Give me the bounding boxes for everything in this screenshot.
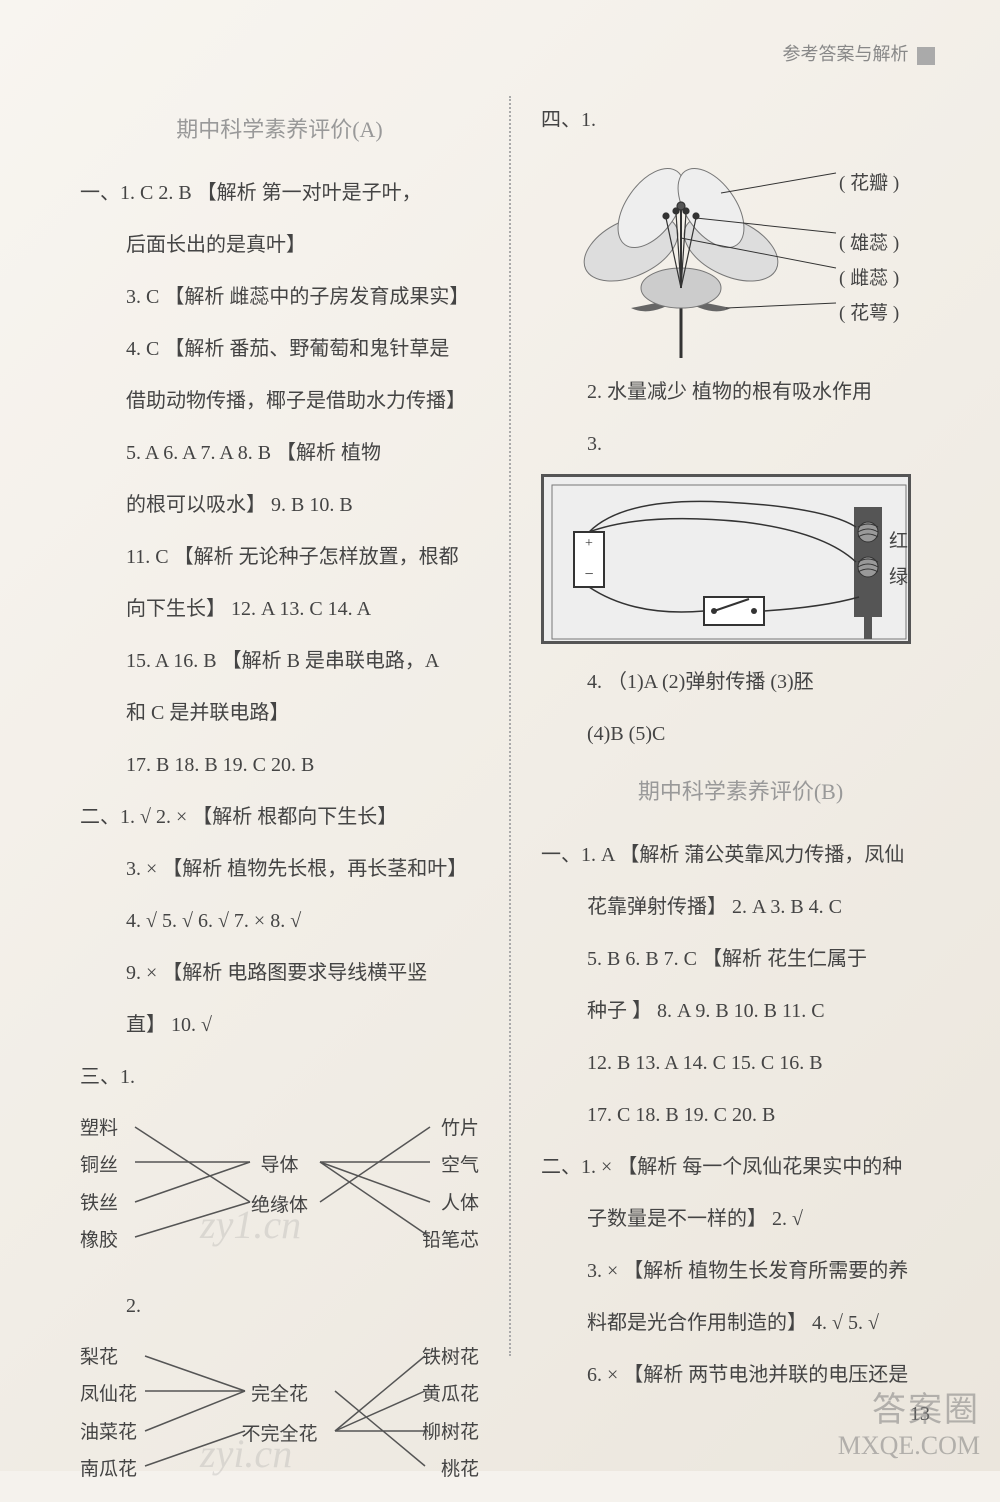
part3-label: 三、 [80, 1066, 120, 1088]
a2-3: 3. × 【解析 植物先长根，再长茎和叶】 [80, 845, 479, 893]
b1-17: 17. C 18. B 19. C 20. B [541, 1091, 940, 1139]
flower-label-3: ( 花萼 ) [839, 291, 899, 337]
m2-l3: 南瓜花 [80, 1453, 137, 1487]
m1-l2: 铁丝 [80, 1187, 118, 1221]
m1-r0: 竹片 [441, 1112, 479, 1146]
a2-9: 9. × 【解析 电路图要求导线横平竖 [80, 949, 479, 997]
right-column: 四、1. [541, 96, 940, 1356]
a1-4: 4. C 【解析 番茄、野葡萄和鬼针草是 [80, 325, 479, 373]
header-badge [917, 47, 935, 65]
part2-label: 二、 [80, 806, 120, 828]
m2-c1: 不完全花 [241, 1418, 317, 1452]
m1-c0: 导体 [260, 1149, 298, 1183]
a1-5: 5. A 6. A 7. A 8. B 【解析 植物 [80, 429, 479, 477]
footer-line1: 答案圈 [838, 1382, 980, 1431]
circuit-diagram: + − 红 绿 [541, 474, 911, 644]
r4-2: 2. 水量减少 植物的根有吸水作用 [541, 368, 940, 416]
r4-4: 4. （1)A (2)弹射传播 (3)胚 [541, 658, 940, 706]
m1-r3: 铅笔芯 [422, 1224, 479, 1258]
a3-line1: 三、1. [80, 1053, 479, 1101]
m1-r1: 空气 [441, 1149, 479, 1183]
b1-1b: 花靠弹射传播】 2. A 3. B 4. C [541, 883, 940, 931]
b2-1b: 子数量是不一样的】 2. √ [541, 1195, 940, 1243]
m1-c1: 绝缘体 [251, 1189, 308, 1223]
left-column: 期中科学素养评价(A) 一、1. C 2. B 【解析 第一对叶是子叶， 后面长… [80, 96, 479, 1356]
r4-3: 3. [541, 420, 940, 468]
m2-r2: 柳树花 [422, 1416, 479, 1450]
m2-c0: 完全花 [251, 1378, 308, 1412]
b2-3: 3. × 【解析 植物生长发育所需要的养 [541, 1247, 940, 1295]
b2-1: 1. × 【解析 每一个凤仙花果实中的种 [581, 1156, 902, 1178]
columns: 期中科学素养评价(A) 一、1. C 2. B 【解析 第一对叶是子叶， 后面长… [80, 96, 940, 1356]
m2-l0: 梨花 [80, 1341, 118, 1375]
a1-17: 17. B 18. B 19. C 20. B [80, 741, 479, 789]
m1-l0: 塑料 [80, 1112, 118, 1146]
a1-11b: 向下生长】 12. A 13. C 14. A [80, 585, 479, 633]
flower-diagram: ( 花瓣 ) ( 雄蕊 ) ( 雌蕊 ) ( 花萼 ) [541, 148, 940, 368]
b1-12: 12. B 13. A 14. C 15. C 16. B [541, 1039, 940, 1087]
b1-label: 一、 [541, 844, 581, 866]
a1-5b: 的根可以吸水】 9. B 10. B [80, 481, 479, 529]
a1-1: 1. C 2. B 【解析 第一对叶是子叶， [120, 182, 422, 204]
a3-2: 2. [80, 1282, 479, 1330]
b2-label: 二、 [541, 1156, 581, 1178]
b2-3b: 料都是光合作用制造的】 4. √ 5. √ [541, 1299, 940, 1347]
r4-line1: 四、1. [541, 96, 940, 144]
matching-diagram-1: 塑料 铜丝 铁丝 橡胶 导体 绝缘体 竹片 空气 人体 铅笔芯 zy1.cn [80, 1107, 479, 1272]
m2-r1: 黄瓜花 [422, 1378, 479, 1412]
m1-r2: 人体 [441, 1187, 479, 1221]
section-a-title: 期中科学素养评价(A) [80, 104, 479, 157]
flower-label-0: ( 花瓣 ) [839, 161, 899, 207]
a1-1b: 后面长出的是真叶】 [80, 221, 479, 269]
b1-5: 5. B 6. B 7. C 【解析 花生仁属于 [541, 935, 940, 983]
b1-line1: 一、1. A 【解析 蒲公英靠风力传播，凤仙 [541, 831, 940, 879]
r4-1: 1. [581, 109, 596, 131]
m2-r0: 铁树花 [422, 1341, 479, 1375]
header: 参考答案与解析 [80, 40, 940, 66]
m2-l1: 凤仙花 [80, 1378, 137, 1412]
header-title: 参考答案与解析 [783, 44, 909, 64]
m2-l2: 油菜花 [80, 1416, 137, 1450]
part4-label: 四、 [541, 109, 581, 131]
a2-1: 1. √ 2. × 【解析 根都向下生长】 [120, 806, 397, 828]
matching-diagram-2: 梨花 凤仙花 油菜花 南瓜花 完全花 不完全花 铁树花 黄瓜花 柳树花 桃花 z… [80, 1336, 479, 1501]
m2-r3: 桃花 [441, 1453, 479, 1487]
b1-5b: 种子 】 8. A 9. B 10. B 11. C [541, 987, 940, 1035]
section-b-title: 期中科学素养评价(B) [541, 766, 940, 819]
footer-line2: MXQE.COM [838, 1431, 980, 1461]
a1-15: 15. A 16. B 【解析 B 是串联电路，A [80, 637, 479, 685]
a1-3: 3. C 【解析 雌蕊中的子房发育成果实】 [80, 273, 479, 321]
svg-text:+: + [585, 536, 593, 551]
a2-line1: 二、1. √ 2. × 【解析 根都向下生长】 [80, 793, 479, 841]
a2-9b: 直】 10. √ [80, 1001, 479, 1049]
a1-15b: 和 C 是并联电路】 [80, 689, 479, 737]
page: 参考答案与解析 期中科学素养评价(A) 一、1. C 2. B 【解析 第一对叶… [0, 0, 1000, 1471]
footer-watermark: 答案圈 MXQE.COM [838, 1382, 980, 1461]
b1-1: 1. A 【解析 蒲公英靠风力传播，凤仙 [581, 844, 904, 866]
r4-4b: (4)B (5)C [541, 710, 940, 758]
a1-line1: 一、1. C 2. B 【解析 第一对叶是子叶， [80, 169, 479, 217]
a3-1: 1. [120, 1066, 135, 1088]
part1-label: 一、 [80, 182, 120, 204]
circuit-green-label: 绿 [889, 555, 908, 601]
b2-line1: 二、1. × 【解析 每一个凤仙花果实中的种 [541, 1143, 940, 1191]
a1-11: 11. C 【解析 无论种子怎样放置，根都 [80, 533, 479, 581]
circuit-svg: + − [544, 477, 914, 647]
svg-text:−: − [584, 566, 593, 583]
m1-l3: 橡胶 [80, 1224, 118, 1258]
m1-l1: 铜丝 [80, 1149, 118, 1183]
column-divider [509, 96, 511, 1356]
a1-4b: 借助动物传播，椰子是借助水力传播】 [80, 377, 479, 425]
a2-4: 4. √ 5. √ 6. √ 7. × 8. √ [80, 897, 479, 945]
